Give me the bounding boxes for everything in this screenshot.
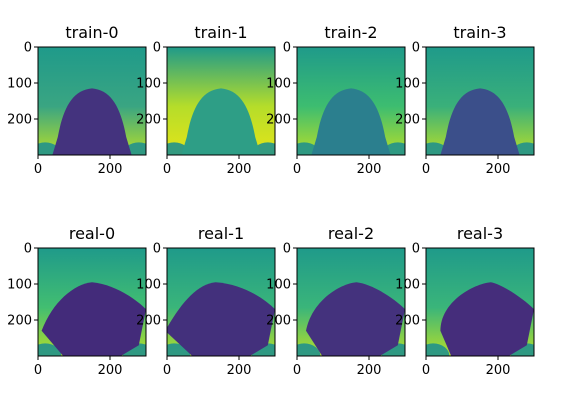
y-tick-label: 0	[412, 242, 420, 257]
x-tick-label: 0	[422, 162, 430, 177]
axes-frame	[166, 247, 276, 357]
cloth-region	[181, 88, 261, 155]
heatmap-image	[426, 47, 534, 155]
y-tick-label: 0	[153, 41, 161, 56]
subplot-train-1: train-1 0 200 0 100 200	[136, 23, 276, 177]
x-tick-label: 200	[98, 363, 123, 378]
x-tick-label: 200	[357, 363, 382, 378]
x-tick-label: 0	[422, 363, 430, 378]
y-tick-label: 100	[395, 77, 420, 92]
y-tick-label: 100	[7, 77, 32, 92]
y-tick-label: 0	[24, 41, 32, 56]
subplot-title: real-3	[457, 224, 503, 243]
subplot-real-2: real-2 0 200 0 100 200	[266, 224, 406, 378]
heatmap-image	[38, 47, 146, 155]
y-tick-label: 100	[136, 77, 161, 92]
y-tick-label: 200	[395, 314, 420, 329]
cloth-region	[440, 88, 520, 155]
subplot-train-3: train-3 0 200 0 100 200	[395, 23, 535, 177]
subplot-title: real-2	[328, 224, 374, 243]
subplot-title: real-0	[69, 224, 115, 243]
y-tick-label: 100	[266, 278, 291, 293]
cloth-region	[41, 282, 146, 356]
heatmap-image	[426, 248, 534, 356]
heatmap-image	[297, 47, 405, 155]
y-tick-label: 200	[136, 113, 161, 128]
subplot-real-1: real-1 0 200 0 100 200	[136, 224, 276, 378]
subplot-title: train-3	[453, 23, 506, 42]
axes-frame	[166, 46, 276, 156]
x-tick-label: 0	[34, 162, 42, 177]
heatmap-image	[167, 248, 275, 356]
heatmap-image	[38, 248, 146, 356]
axes-frame	[296, 247, 406, 357]
subplot-real-3: real-3 0 200 0 100 200	[395, 224, 535, 378]
x-tick-label: 200	[486, 363, 511, 378]
y-tick-label: 200	[266, 113, 291, 128]
heatmap-image	[167, 47, 275, 155]
y-tick-label: 200	[395, 113, 420, 128]
x-tick-label: 0	[293, 363, 301, 378]
subplot-real-0: real-0 0 200 0 100 200	[7, 224, 147, 378]
cloth-region	[52, 88, 132, 155]
x-tick-label: 200	[486, 162, 511, 177]
axes-frame	[425, 247, 535, 357]
axes-frame	[425, 46, 535, 156]
y-tick-label: 0	[24, 242, 32, 257]
subplot-title: train-2	[324, 23, 377, 42]
cloth-region	[306, 282, 405, 356]
x-tick-label: 200	[227, 162, 252, 177]
axes-frame	[37, 46, 147, 156]
y-tick-label: 200	[266, 314, 291, 329]
y-tick-label: 100	[7, 278, 32, 293]
subplot-train-2: train-2 0 200 0 100 200	[266, 23, 406, 177]
y-tick-label: 0	[153, 242, 161, 257]
x-tick-label: 0	[163, 363, 171, 378]
heatmap-image	[297, 248, 405, 356]
cloth-region	[311, 88, 391, 155]
cloth-region	[440, 282, 534, 356]
y-tick-label: 0	[283, 242, 291, 257]
subplot-title: train-1	[194, 23, 247, 42]
y-tick-label: 0	[283, 41, 291, 56]
x-tick-label: 0	[34, 363, 42, 378]
y-tick-label: 200	[7, 314, 32, 329]
y-tick-label: 100	[266, 77, 291, 92]
y-tick-label: 200	[7, 113, 32, 128]
subplot-train-0: train-0 0 200 0 100 200	[7, 23, 147, 177]
x-tick-label: 0	[293, 162, 301, 177]
axes-frame	[296, 46, 406, 156]
x-tick-label: 200	[98, 162, 123, 177]
subplot-title: real-1	[198, 224, 244, 243]
y-tick-label: 100	[395, 278, 420, 293]
x-tick-label: 0	[163, 162, 171, 177]
y-tick-label: 100	[136, 278, 161, 293]
x-tick-label: 200	[227, 363, 252, 378]
subplot-title: train-0	[65, 23, 118, 42]
y-tick-label: 0	[412, 41, 420, 56]
y-tick-label: 200	[136, 314, 161, 329]
cloth-region	[167, 282, 275, 356]
axes-frame	[37, 247, 147, 357]
x-tick-label: 200	[357, 162, 382, 177]
